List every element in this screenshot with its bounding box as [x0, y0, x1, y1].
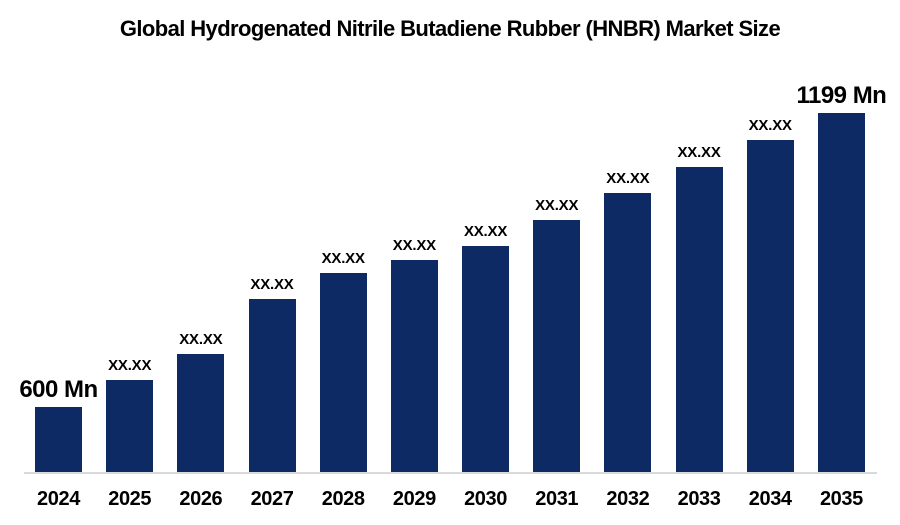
bar-value-label: XX.XX: [606, 170, 650, 187]
bar: [817, 113, 865, 473]
bar: [675, 167, 723, 473]
bar-value-label: XX.XX: [250, 276, 294, 293]
bar: [533, 220, 581, 473]
bars-row: 600 Mn XX.XX XX.XX XX.XX XX.XX XX.XX XX.XX XX.X…: [19, 84, 887, 473]
bar: [604, 193, 652, 473]
bar-column: XX.XX: [604, 170, 652, 473]
bar-column: XX.XX: [319, 250, 367, 473]
x-axis-year-label: 2024: [37, 488, 80, 510]
x-axis-year-label: 2035: [819, 488, 863, 510]
bar: [248, 299, 296, 473]
x-axis-year-label: 2032: [606, 488, 650, 510]
bar: [35, 407, 82, 473]
x-axis-year-label: 2028: [321, 488, 365, 510]
bar-value-label: XX.XX: [392, 237, 436, 254]
bar: [177, 354, 225, 473]
bar: [746, 140, 794, 473]
x-axis-year-label: 2025: [108, 488, 152, 510]
x-axis-year-label: 2026: [179, 488, 223, 510]
x-axis-year-label: 2034: [748, 488, 792, 510]
bar-column: XX.XX: [675, 144, 723, 473]
bar: [319, 273, 367, 473]
bar-value-label: XX.XX: [463, 223, 508, 240]
bar: [462, 246, 510, 473]
bar-column: XX.XX: [462, 223, 510, 473]
x-axis-year-label: 2030: [464, 488, 507, 510]
x-axis-year-label: 2031: [535, 488, 579, 510]
bar-column: XX.XX: [248, 276, 296, 473]
bar-value-label: XX.XX: [677, 144, 721, 161]
bar: [106, 380, 154, 473]
x-axis-year-label: 2033: [677, 488, 721, 510]
bar-value-label: 600 Mn: [19, 376, 98, 403]
bar-column: XX.XX: [106, 357, 154, 473]
years-row: 2024 2025 2026 2027 2028 2029 2030 2031 2032 2033…: [35, 488, 865, 511]
bar-column: XX.XX: [177, 331, 225, 473]
bar-column: XX.XX: [746, 117, 794, 473]
bar-column: XX.XX: [390, 237, 438, 473]
bar: [390, 260, 438, 473]
bar-value-label: XX.XX: [321, 250, 365, 267]
bar-value-label: XX.XX: [179, 331, 223, 348]
bar-value-label: XX.XX: [108, 357, 152, 374]
bar-column: 1199 Mn: [796, 84, 887, 473]
bar-value-label: XX.XX: [748, 117, 792, 134]
x-axis-year-label: 2027: [250, 488, 294, 510]
bar-value-label: 1199 Mn: [796, 82, 887, 109]
x-axis-year-label: 2029: [392, 488, 436, 510]
bar-value-label: XX.XX: [535, 197, 579, 214]
bar-column: XX.XX: [533, 197, 581, 473]
chart-title: Global Hydrogenated Nitrile Butadiene Ru…: [119, 16, 781, 41]
bar-column: 600 Mn: [19, 378, 98, 473]
x-axis-line: [24, 472, 877, 474]
